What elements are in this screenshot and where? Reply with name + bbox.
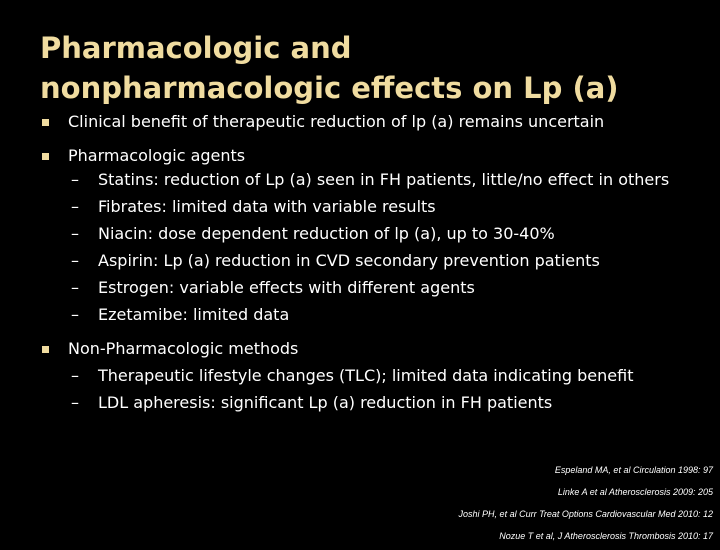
dash-icon: – xyxy=(71,278,79,297)
sub-bullet-ezetamibe: – Ezetamibe: limited data xyxy=(42,303,712,327)
sub-bullet-text: Niacin: dose dependent reduction of lp (… xyxy=(98,224,555,243)
sub-bullet-text: Estrogen: variable effects with differen… xyxy=(98,278,475,297)
dash-icon: – xyxy=(71,305,79,324)
dash-icon: – xyxy=(71,224,79,243)
bullet-text: Pharmacologic agents xyxy=(68,146,246,165)
sub-bullet-estrogen: – Estrogen: variable effects with differ… xyxy=(42,276,712,300)
bullet-text: Non-Pharmacologic methods xyxy=(68,339,299,358)
sub-bullet-aspirin: – Aspirin: Lp (a) reduction in CVD secon… xyxy=(42,249,712,273)
slide-title: Pharmacologic and nonpharmacologic effec… xyxy=(40,28,700,108)
slide-title-line-2: nonpharmacologic effects on Lp (a) xyxy=(40,71,619,105)
dash-icon: – xyxy=(71,393,79,412)
sub-bullet-fibrates: – Fibrates: limited data with variable r… xyxy=(42,195,712,219)
dash-icon: – xyxy=(71,197,79,216)
bullet-clinical-benefit: Clinical benefit of therapeutic reductio… xyxy=(42,110,712,134)
dash-icon: – xyxy=(71,251,79,270)
square-bullet-icon xyxy=(42,346,49,353)
sub-bullet-statins: – Statins: reduction of Lp (a) seen in F… xyxy=(42,168,712,192)
reference-item: Linke A et al Atherosclerosis 2009: 205 xyxy=(557,487,713,497)
square-bullet-icon xyxy=(42,153,49,160)
sub-bullet-text: Ezetamibe: limited data xyxy=(98,305,290,324)
dash-icon: – xyxy=(71,366,79,385)
sub-bullet-ldl-apheresis: – LDL apheresis: significant Lp (a) redu… xyxy=(42,391,712,415)
square-bullet-icon xyxy=(42,119,49,126)
sub-bullet-text: Fibrates: limited data with variable res… xyxy=(98,197,436,216)
references: Espeland MA, et al Circulation 1998: 97 … xyxy=(459,462,713,550)
bullet-text: Clinical benefit of therapeutic reductio… xyxy=(68,112,605,131)
sub-bullet-text: Therapeutic lifestyle changes (TLC); lim… xyxy=(98,366,634,385)
bullet-list: Clinical benefit of therapeutic reductio… xyxy=(42,110,712,415)
sub-bullet-text: LDL apheresis: significant Lp (a) reduct… xyxy=(98,393,553,412)
reference-item: Joshi PH, et al Curr Treat Options Cardi… xyxy=(458,509,713,519)
dash-icon: – xyxy=(71,170,79,189)
sub-bullet-niacin: – Niacin: dose dependent reduction of lp… xyxy=(42,222,712,246)
bullet-non-pharmacologic: Non-Pharmacologic methods xyxy=(42,337,712,361)
sub-bullet-text: Aspirin: Lp (a) reduction in CVD seconda… xyxy=(98,251,600,270)
bullet-pharmacologic-agents: Pharmacologic agents xyxy=(42,144,712,168)
reference-item: Espeland MA, et al Circulation 1998: 97 xyxy=(554,465,713,475)
slide-title-line-1: Pharmacologic and xyxy=(40,31,352,65)
sub-bullet-tlc: – Therapeutic lifestyle changes (TLC); l… xyxy=(42,364,712,388)
sub-bullet-text: Statins: reduction of Lp (a) seen in FH … xyxy=(98,170,670,189)
reference-item: Nozue T et al, J Atherosclerosis Thrombo… xyxy=(499,531,713,541)
